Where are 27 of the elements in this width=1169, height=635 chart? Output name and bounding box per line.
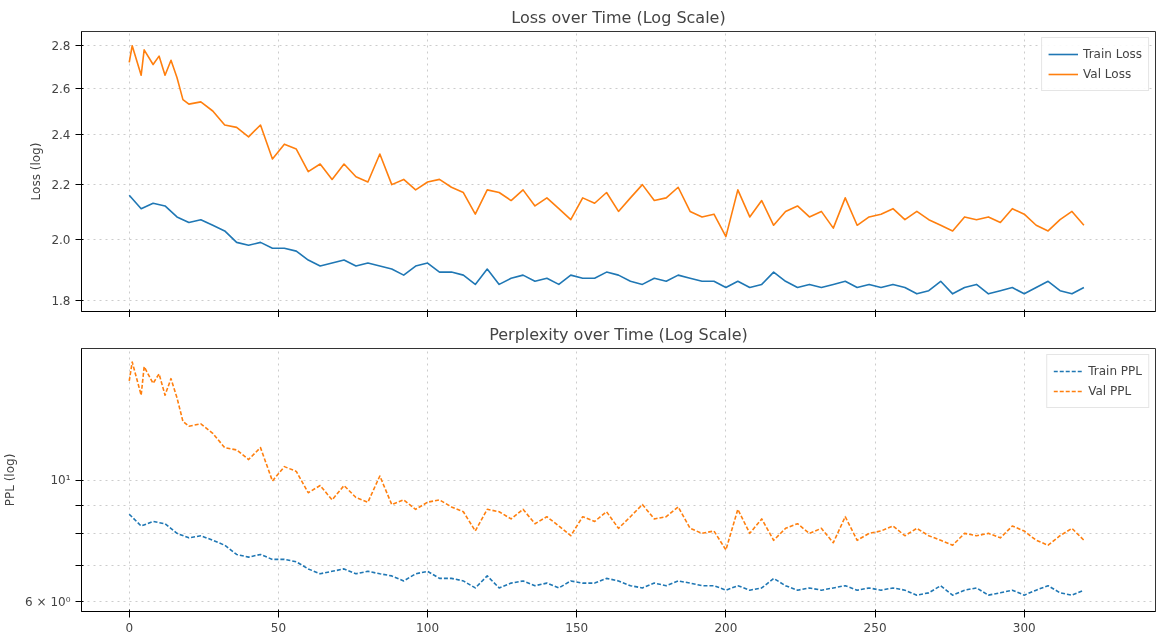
x-tick-label: 250	[863, 620, 887, 635]
x-tick-label: 50	[270, 620, 287, 635]
legend-label: Train PPL	[1088, 364, 1142, 378]
y-tick-label: 2.8	[51, 39, 71, 54]
line-series	[128, 194, 1085, 295]
x-tick-label: 150	[565, 620, 589, 635]
legend-label: Val PPL	[1088, 384, 1132, 398]
y-tick-label: 2.6	[51, 81, 71, 96]
y-axis-title: PPL (log)	[3, 453, 18, 507]
x-tick-label: 300	[1012, 620, 1036, 635]
y-tick-label: 2.0	[51, 233, 71, 248]
chart-title: Perplexity over Time (Log Scale)	[489, 324, 748, 344]
line-series	[128, 513, 1085, 596]
y-tick-label: 10¹	[50, 473, 71, 488]
y-tick-label: 2.2	[51, 178, 71, 193]
line-series	[128, 44, 1085, 238]
legend-label: Val Loss	[1083, 67, 1132, 81]
legend-label: Train Loss	[1083, 47, 1142, 61]
x-tick-label: 200	[714, 620, 738, 635]
x-tick-label: 100	[416, 620, 440, 635]
x-tick-label: 0	[125, 620, 134, 635]
y-axis-title: Loss (log)	[29, 142, 44, 201]
y-tick-label: 1.8	[51, 293, 71, 308]
chart-title: Loss over Time (Log Scale)	[511, 7, 726, 27]
y-tick-label: 6 × 10⁰	[25, 594, 71, 609]
line-series	[128, 361, 1085, 551]
y-tick-label: 2.4	[51, 128, 71, 142]
